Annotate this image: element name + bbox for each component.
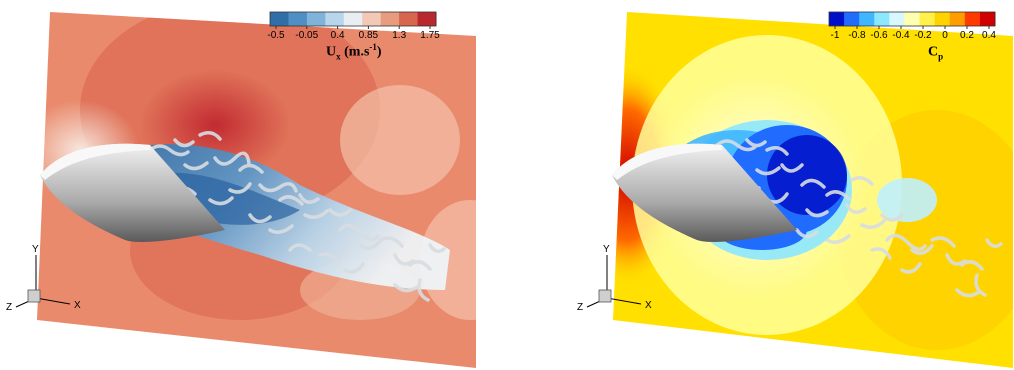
colorbar-segment [829,12,845,26]
panel-ux: Y Z X -0.5 -0.05 0.4 0.85 1.3 1.75 Ux (m.s-1) [0,0,507,370]
colorbar-segment [965,12,981,26]
colorbar-tick-label: -0.4 [889,30,913,41]
colorbar-segment [325,12,344,26]
colorbar-segment [920,12,936,26]
colorbar-tick-label: 1.3 [387,30,411,41]
colorbar-segment [935,12,951,26]
y-axis-label: Y [603,244,610,255]
colorbar-segment [307,12,326,26]
cp-colorbar-title: Cp [928,42,943,61]
colorbar-segment [844,12,860,26]
colorbar-segment [859,12,875,26]
colorbar-segment [950,12,966,26]
colorbar-segment [344,12,363,26]
colorbar-segment [904,12,920,26]
colorbar-tick-label: -1 [823,30,847,41]
colorbar-tick-label: 0.85 [356,30,380,41]
colorbar-segment [362,12,381,26]
z-axis-label: Z [6,302,12,313]
colorbar-tick-label: -0.8 [845,30,869,41]
colorbar-tick-label: -0.6 [867,30,891,41]
colorbar-tick-label: -0.05 [295,30,319,41]
x-axis-label: X [74,300,81,311]
colorbar-segment [889,12,905,26]
x-axis-label: X [645,300,652,311]
colorbar-segment [399,12,418,26]
colorbar-segment [980,12,996,26]
panel-cp: Y Z X -1 -0.8 -0.6 -0.4 -0.2 0 0.2 0.4 Cp [507,0,1014,370]
ux-colorbar-title: Ux (m.s-1) [326,42,382,61]
colorbar-segment [874,12,890,26]
colorbar-segment [381,12,400,26]
colorbar-segment [288,12,307,26]
colorbar-tick-label: 0.4 [977,30,1001,41]
colorbar-tick-label: 0.4 [326,30,350,41]
z-axis-label: Z [577,302,583,313]
colorbar-tick-label: -0.5 [264,30,288,41]
colorbar-tick-label: 0 [933,30,957,41]
colorbar-tick-label: 0.2 [955,30,979,41]
colorbar-tick-label: -0.2 [911,30,935,41]
colorbar-tick-label: 1.75 [418,30,442,41]
ux-field-render [0,0,507,370]
colorbar-segment [270,12,289,26]
y-axis-label: Y [32,244,39,255]
colorbar-segment [418,12,437,26]
